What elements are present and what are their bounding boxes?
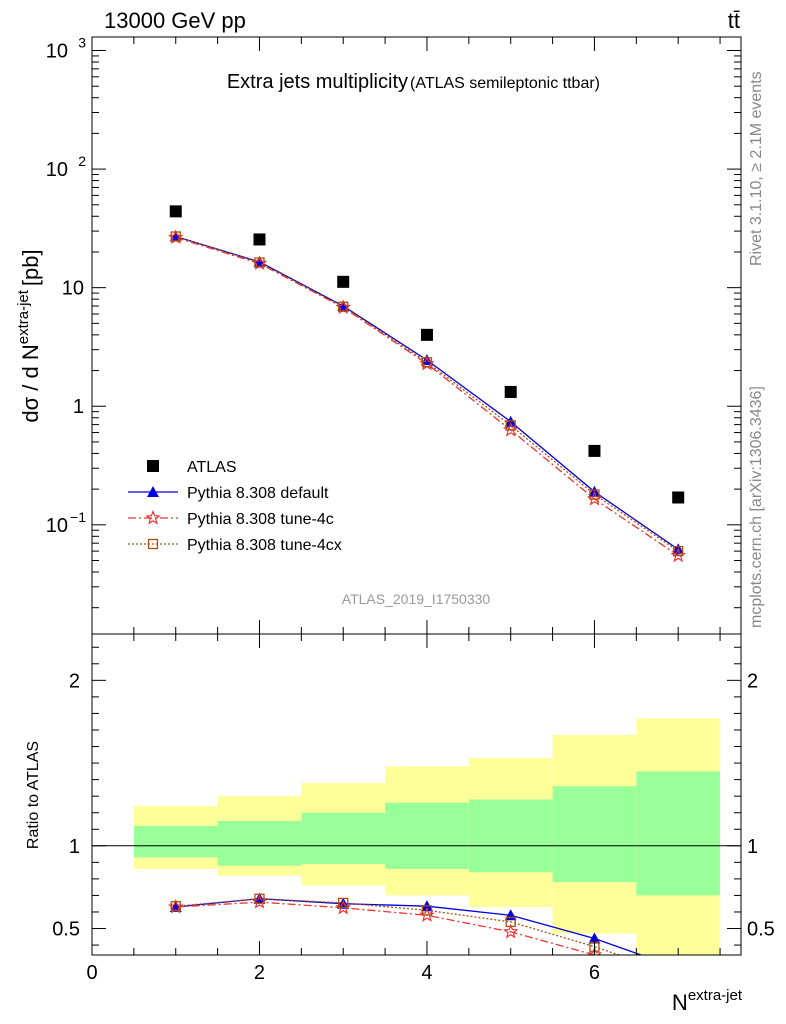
point-data: [504, 385, 517, 398]
x-tick-label: 6: [589, 962, 600, 984]
header-process-label: tt̄: [728, 8, 740, 33]
y-axis-title: dσ / d Nextra-jet [pb]: [15, 249, 43, 422]
ratio-point-tune4cx: [170, 901, 181, 912]
y-axis-title-sup: extra-jet: [15, 289, 32, 344]
x-tick-label: 2: [254, 962, 265, 984]
ratio-y-tick-label: 0.5: [52, 919, 80, 941]
x-axis-title-main: N: [672, 990, 688, 1015]
ratio-point-tune4c: [672, 972, 684, 984]
ratio-point-tune4c: [502, 923, 519, 939]
y-tick-exponent: −1: [70, 509, 86, 525]
ratio-point-tune4cx: [421, 905, 433, 916]
ratio-point-default: [588, 932, 601, 944]
ratio-point-tune4c: [586, 946, 603, 955]
chart-subtitle: (ATLAS semileptonic ttbar): [410, 75, 600, 92]
legend-label-tune4cx: Pythia 8.308 tune-4cx: [187, 537, 342, 554]
ratio-panel-frame: [91, 633, 742, 956]
uncertainty-band-inner: [552, 786, 637, 883]
y-tick-label: 1: [73, 396, 84, 418]
point-data: [588, 444, 601, 457]
series-line-default: [175, 235, 679, 550]
point-data: [337, 275, 350, 288]
ratio-y-tick-label: 2: [69, 670, 80, 692]
uncertainty-band-inner: [468, 799, 553, 873]
y-tick-label: 10: [46, 159, 68, 181]
series-line-tune4c: [175, 236, 679, 557]
point-data: [253, 233, 266, 246]
y-axis-title-main: dσ / d N: [18, 344, 43, 422]
ratio-point-default: [672, 962, 684, 973]
y-axis-title-unit: [pb]: [18, 249, 43, 286]
point-tune4cx: [589, 489, 600, 500]
legend-marker-tune4c: [145, 509, 161, 525]
point-tune4cx: [505, 420, 516, 431]
ratio-point-tune4cx: [338, 897, 349, 909]
y-tick-exponent: 3: [78, 35, 86, 51]
ratio-y-tick-label: 1: [69, 836, 80, 858]
y-tick-exponent: 2: [78, 153, 86, 169]
uncertainty-band-inner: [217, 820, 302, 866]
uncertainty-band-inner: [301, 812, 386, 864]
point-tune4cx: [254, 257, 265, 268]
legend-label-data: ATLAS: [187, 459, 237, 476]
legend-marker-tune4cx: [147, 538, 159, 550]
point-data: [169, 205, 182, 218]
x-axis-title: Nextra-jet: [672, 987, 743, 1015]
chart-title: Extra jets multiplicity: [227, 71, 408, 93]
legend: ATLAS Pythia 8.308 default Pythia 8.308 tu…: [128, 459, 342, 554]
ratio-point-tune4cx: [674, 970, 683, 979]
legend-marker-data: [147, 460, 159, 472]
y-tick-label: 10: [62, 278, 84, 300]
uncertainty-band-inner: [385, 802, 469, 869]
point-tune4cx: [421, 357, 433, 368]
ratio-y-tick-label-right: 1: [747, 836, 758, 858]
x-axis-title-sup: extra-jet: [688, 987, 743, 1004]
point-data: [672, 491, 685, 504]
uncertainty-band-inner: [636, 771, 721, 896]
svg-text:dσ / d Nextra-jet[pb]: dσ / d Nextra-jet [pb]: [15, 249, 43, 422]
y-tick-label: 10: [46, 41, 68, 63]
point-tune4cx: [338, 301, 349, 312]
point-tune4cx: [673, 545, 684, 557]
point-data: [420, 328, 433, 341]
uncertainty-band-inner: [133, 825, 218, 858]
ratio-point-default: [253, 892, 266, 904]
rivet-version-label: Rivet 3.1.10, ≥ 2.1M events: [748, 71, 765, 266]
ratio-y-tick-label-right: 0.5: [747, 919, 775, 941]
legend-label-tune4c: Pythia 8.308 tune-4c: [187, 511, 334, 528]
header-energy-label: 13000 GeV pp: [104, 8, 246, 33]
y-tick-label: 10: [46, 515, 68, 537]
point-tune4cx: [170, 231, 181, 242]
point-default: [420, 354, 433, 366]
ratio-point-tune4cx: [505, 916, 516, 928]
x-tick-label: 4: [421, 962, 432, 984]
legend-label-default: Pythia 8.308 default: [187, 485, 329, 502]
ratio-point-tune4cx: [254, 893, 265, 904]
legend-marker-default: [147, 486, 159, 497]
ratio-panel: 0 2 4 6 0.5 0.5 1 1 2 2 Ratio to ATLAS Nextra-jet: [25, 633, 775, 1015]
watermark-label: ATLAS_2019_I1750330: [342, 591, 491, 607]
x-tick-label: 0: [86, 962, 97, 984]
ratio-y-axis-title: Ratio to ATLAS: [25, 741, 42, 849]
ratio-y-tick-label-right: 2: [747, 670, 758, 692]
mcplots-label: mcplots.cern.ch [arXiv:1306.3436]: [748, 386, 765, 628]
